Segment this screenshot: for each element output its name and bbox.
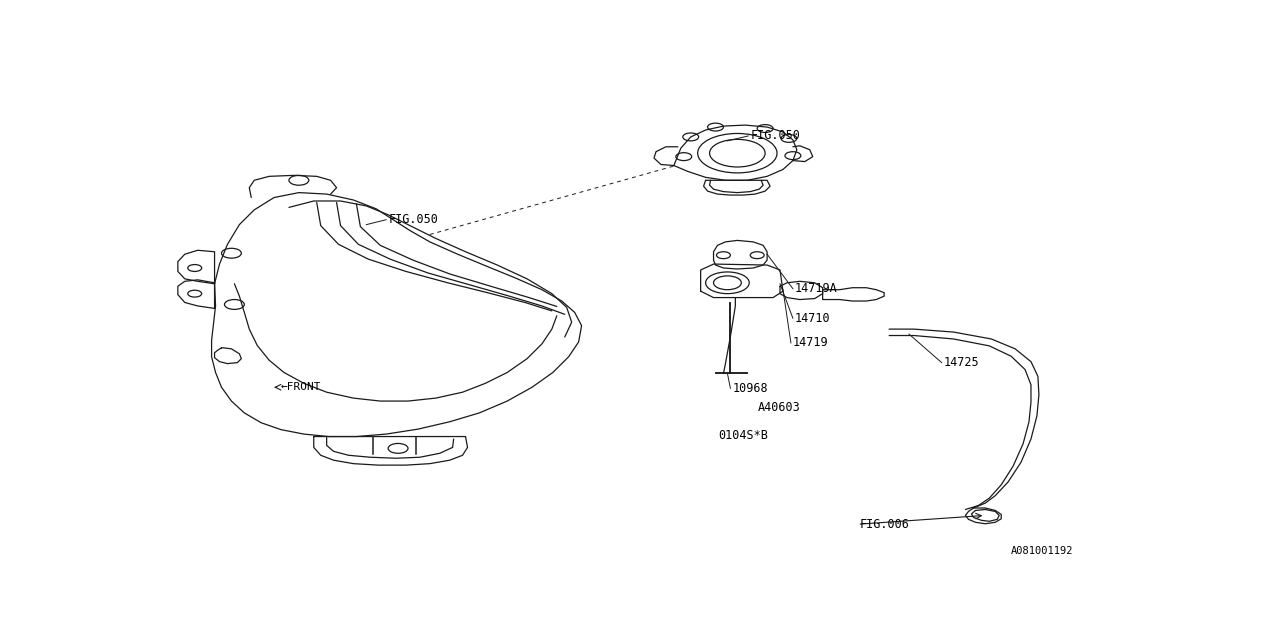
Text: 14719: 14719 bbox=[792, 337, 828, 349]
Text: FIG.006: FIG.006 bbox=[859, 518, 909, 531]
Text: FIG.050: FIG.050 bbox=[750, 129, 800, 143]
Text: FIG.050: FIG.050 bbox=[388, 213, 438, 226]
Text: 14725: 14725 bbox=[943, 356, 979, 369]
Text: 0104S*B: 0104S*B bbox=[718, 429, 768, 442]
Text: 14710: 14710 bbox=[795, 312, 831, 324]
Text: A081001192: A081001192 bbox=[1011, 546, 1074, 556]
Text: 10968: 10968 bbox=[732, 381, 768, 395]
Text: 14719A: 14719A bbox=[795, 282, 837, 295]
Text: ←FRONT: ←FRONT bbox=[282, 382, 321, 392]
Text: A40603: A40603 bbox=[758, 401, 801, 415]
